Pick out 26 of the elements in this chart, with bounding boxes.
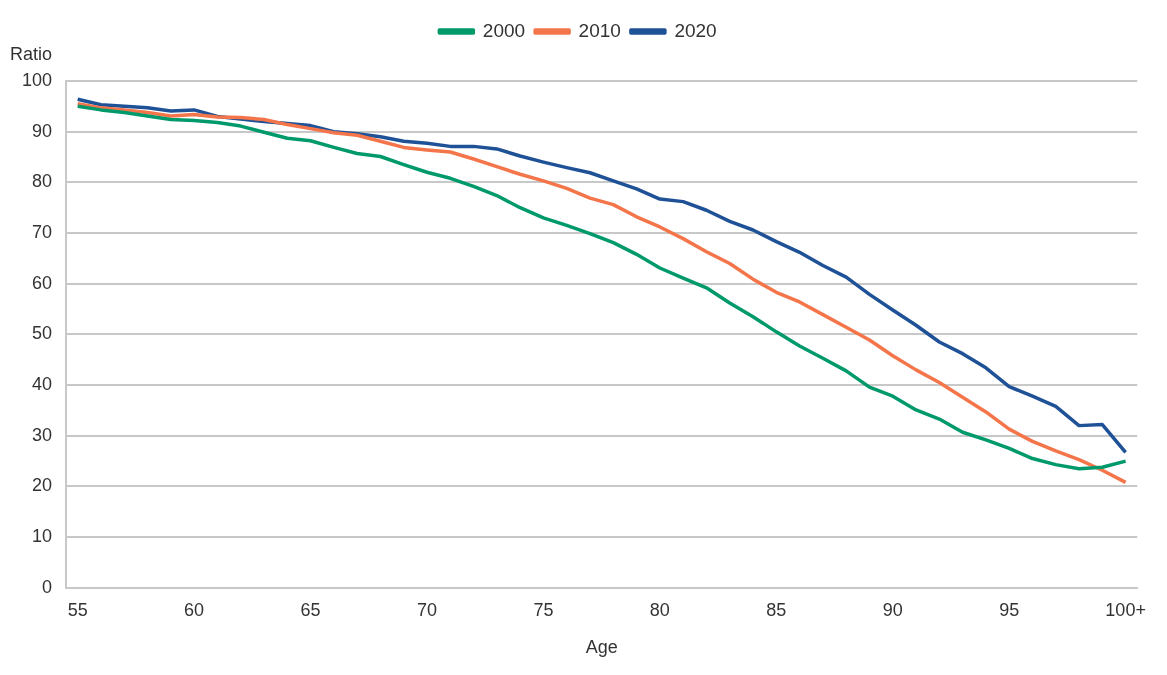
y-tick-label: 0: [42, 576, 53, 597]
y-tick-label: 80: [32, 171, 53, 192]
y-tick-label: 30: [32, 424, 53, 445]
y-tick-label: 10: [32, 526, 53, 547]
x-tick-label: 80: [649, 599, 670, 620]
legend-label: 2000: [482, 19, 526, 41]
x-tick-label: 75: [533, 599, 554, 620]
y-tick-label: 50: [32, 323, 53, 344]
x-tick-label: 85: [766, 599, 787, 620]
y-tick-label: 60: [32, 272, 53, 293]
legend-label: 2010: [578, 19, 621, 41]
x-tick-label: 100+: [1105, 599, 1146, 620]
x-tick-label: 65: [300, 599, 321, 620]
x-tick-label: 55: [67, 599, 88, 620]
y-tick-label: 20: [32, 475, 53, 496]
y-axis-title: Ratio: [10, 44, 53, 65]
y-tick-label: 90: [32, 120, 53, 141]
x-tick-label: 70: [416, 599, 438, 620]
y-tick-label: 100: [21, 69, 53, 90]
x-axis-title: Age: [585, 637, 618, 658]
x-tick-label: 60: [184, 599, 205, 620]
y-tick-label: 40: [32, 374, 53, 395]
legend-label: 2020: [674, 19, 717, 41]
x-tick-label: 95: [999, 599, 1020, 620]
x-tick-label: 90: [882, 599, 903, 620]
y-tick-label: 70: [32, 222, 53, 243]
